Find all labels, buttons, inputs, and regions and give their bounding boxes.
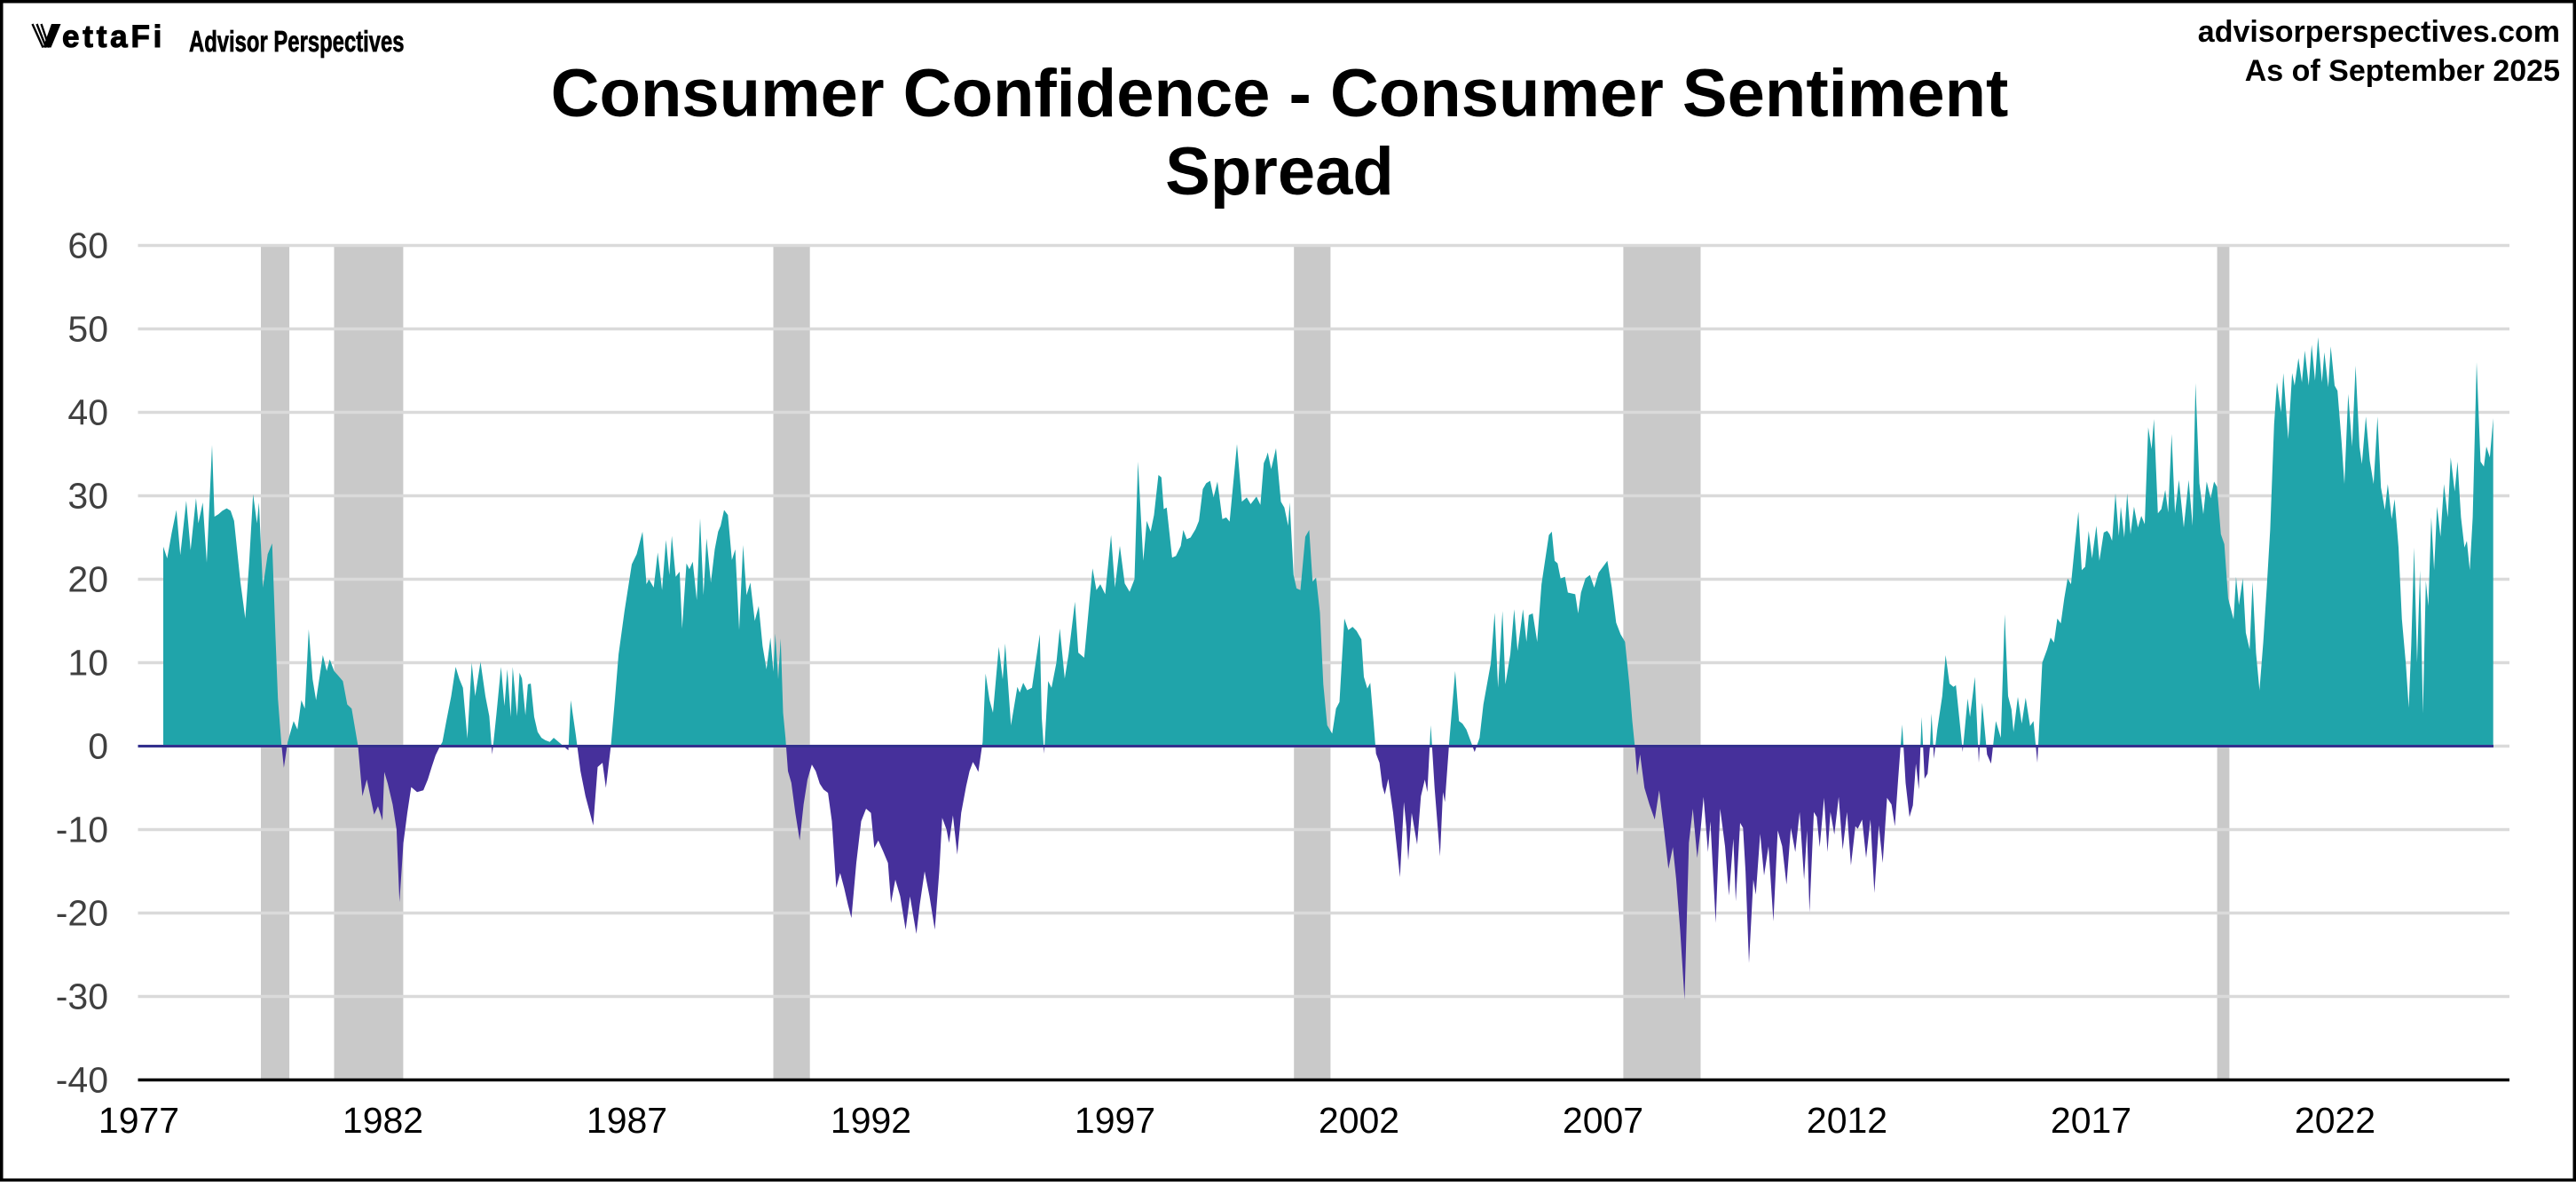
svg-text:10: 10 [67,643,108,684]
svg-text:advisorperspectives.com: advisorperspectives.com [2198,15,2560,49]
svg-text:40: 40 [67,392,108,433]
svg-text:-30: -30 [56,976,108,1017]
svg-text:-20: -20 [56,893,108,934]
svg-text:1977: 1977 [98,1100,179,1141]
svg-text:60: 60 [67,225,108,266]
svg-text:1997: 1997 [1075,1100,1155,1141]
svg-text:1982: 1982 [343,1100,423,1141]
svg-text:30: 30 [67,476,108,517]
svg-text:As of September 2025: As of September 2025 [2245,54,2560,88]
svg-text:20: 20 [67,559,108,600]
svg-text:Advisor Perspectives: Advisor Perspectives [189,26,405,59]
svg-text:2012: 2012 [1807,1100,1887,1141]
svg-text:2017: 2017 [2051,1100,2131,1141]
svg-text:-10: -10 [56,810,108,850]
svg-text:0: 0 [88,726,108,767]
svg-text:Consumer Confidence - Consumer: Consumer Confidence - Consumer Sentiment [551,56,2009,131]
svg-text:2022: 2022 [2295,1100,2375,1141]
svg-text:2007: 2007 [1563,1100,1643,1141]
svg-text:Spread: Spread [1165,134,1394,210]
svg-text:2002: 2002 [1319,1100,1399,1141]
svg-text:50: 50 [67,309,108,350]
svg-text:1992: 1992 [831,1100,911,1141]
svg-text:1987: 1987 [587,1100,667,1141]
svg-text:ettaFi: ettaFi [62,20,165,54]
svg-text:-40: -40 [56,1060,108,1101]
